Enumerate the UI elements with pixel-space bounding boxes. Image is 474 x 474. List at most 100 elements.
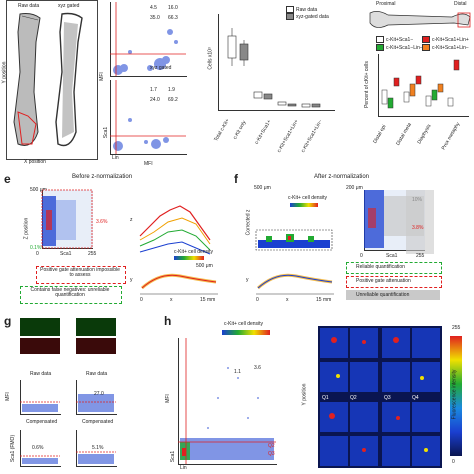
bone-percent-plot: [378, 54, 469, 117]
panel-g-pct2: 0.6%: [32, 445, 44, 451]
bone-diagram: [369, 11, 471, 28]
panel-f-note2-box: [346, 276, 442, 288]
panel-f-note3-box: [346, 290, 440, 300]
boxplot-boxes: [227, 28, 321, 108]
panel-h-scale-max: 255: [452, 325, 461, 331]
panel-g-scatter-1: [20, 401, 60, 412]
panel-g-micro-2: [20, 338, 60, 354]
flow-plot-top: [110, 2, 187, 77]
panel-e-scatter-dots: [41, 189, 93, 249]
bone-legend-0: c-Kit+Sca1−: [376, 36, 413, 43]
bone-cat-0: Distal epi: [372, 123, 388, 145]
panel-g-raw-2: Raw data: [86, 371, 108, 377]
mfi-x-label: MFI: [144, 161, 153, 167]
panel-f-corrected-z: Corrected z: [245, 209, 252, 236]
panel-e-x-label: x: [170, 297, 173, 303]
bone-legend-3: c-Kit+Sca1+Lin−: [422, 44, 469, 51]
panel-e-note1: Positive gate attenuation impossible to …: [40, 267, 120, 278]
panel-h-sca1: Sca1: [170, 450, 177, 463]
gate-top-right: 16.0: [168, 5, 178, 11]
panel-f-zero: 0: [360, 253, 363, 259]
bone-percent-boxes: [381, 59, 460, 109]
panel-g-mfi: MFI: [4, 392, 11, 401]
panel-h-q4-label: Q4: [412, 395, 419, 401]
panel-f-line-profile: [256, 273, 334, 295]
panel-h-scatter: [178, 338, 277, 465]
panel-h-mfi: MFI: [164, 394, 171, 403]
xyz-gated-label: xyz gated: [58, 3, 80, 9]
panel-e-density-surface: [139, 205, 211, 255]
panel-f-colorbar: [290, 203, 318, 207]
panel-f-note2: Positive gate attenuation: [356, 278, 411, 284]
bone-gated-image: [55, 12, 83, 147]
panel-h-density: c-Kit+ cell density: [224, 321, 264, 327]
boxplot-cat-2: c-Kit+Sca1+: [253, 118, 273, 146]
panel-e-scale: 500 μm: [196, 263, 213, 269]
panel-f-mm: 15 mm: [316, 297, 332, 303]
boxplot-legend-gated: xyz-gated data: [286, 13, 329, 20]
panel-f-end: 255: [416, 253, 425, 259]
panel-g-letter: g: [4, 314, 12, 328]
panel-f-note1: Reliable quantification: [356, 264, 405, 270]
panel-h-g3: Q3: [268, 451, 275, 457]
panel-h-letter: h: [164, 314, 172, 328]
panel-g-plot-3: [20, 430, 61, 467]
boxplot-ylabel: Cells x10³: [207, 47, 214, 70]
panel-e-zero: 0: [36, 251, 39, 257]
panel-f-y-label: y: [246, 277, 249, 283]
gate2-top-left: 1.7: [150, 87, 157, 93]
panel-f-size: 500 μm: [254, 185, 271, 191]
bone-legend-1: c-Kit+Sca1+Lin+: [422, 36, 469, 43]
panel-f-density-title: c-Kit+ cell density: [288, 195, 328, 201]
panel-e-size: 500 μm: [30, 187, 47, 193]
panel-g-plot-4: [76, 430, 117, 467]
panel-h-q2: 3.6: [254, 365, 261, 371]
panel-f-pct-small: 10%: [412, 197, 423, 203]
proximal-label: Proximal: [376, 1, 396, 7]
panel-h-q3-label: Q3: [384, 395, 391, 401]
gate2-bottom-left: 24.0: [150, 97, 160, 103]
panel-g-pct3: 5.1%: [92, 445, 104, 451]
bone-legend-2: c-Kit+Sca1−Lin−: [376, 44, 423, 51]
panel-e-zpos: Z position: [23, 217, 30, 240]
panel-f-x-label: x: [286, 297, 289, 303]
y-position-label: Y position: [1, 61, 8, 84]
flow-scatter-top: [110, 2, 186, 76]
panel-e-z-label: z: [130, 217, 133, 223]
panel-g-scatter-4: [76, 451, 116, 464]
panel-h-intensity-bar: [450, 336, 462, 456]
boxplot-cat-0: Total c-Kit+: [213, 117, 231, 143]
gate-top-left: 4.5: [150, 5, 157, 11]
panel-f-density-flat: [255, 229, 333, 251]
panel-g-plot-2: [76, 380, 117, 415]
panel-g-scatter-2: [76, 394, 116, 412]
distal-label: Distal: [454, 1, 467, 7]
panel-f-sca1: Sca1: [386, 253, 398, 259]
panel-g-comp-1: Compensated: [26, 419, 58, 425]
panel-h-scale-min: 0: [452, 459, 455, 465]
xyz-gated-plot-label: xyz gated: [150, 65, 172, 71]
panel-h-ypos: Y position: [301, 383, 308, 406]
flow-scatter-bottom: [110, 80, 186, 154]
panel-g-micro-1: [20, 318, 60, 336]
panel-f-x-zero: 0: [256, 297, 259, 303]
cells-boxplot: [218, 14, 335, 111]
panel-h-lin: Lin: [180, 465, 187, 471]
panel-g-scatter-3: [20, 455, 60, 464]
gate2-top-right: 1.9: [168, 87, 175, 93]
boxplot-cat-4: c-Kit+Sca1+Lin−: [300, 118, 324, 154]
panel-h-q1-label: Q1: [322, 395, 329, 401]
panel-e-colorbar: [174, 256, 204, 260]
gate-bottom-right: 66.3: [168, 15, 178, 21]
panel-e-pct: 3.6%: [96, 219, 108, 225]
panel-h-intensity: Fluorescence intensity: [451, 369, 458, 420]
panel-e-mm: 15 mm: [200, 297, 216, 303]
panel-e-title: Before z-normalization: [72, 174, 133, 180]
panel-e-note2: Contains false negatives: unreliable qua…: [30, 287, 110, 298]
x-position-label: X position: [24, 159, 46, 165]
panel-g-sca1-fmo: Sca1 (FMO): [10, 434, 17, 463]
panel-g-micro-4: [76, 338, 116, 354]
bone-cat-2: Diaphysis: [416, 123, 433, 146]
boxplot-cat-3: c-Kit+Sca1+Lin+: [276, 118, 300, 154]
panel-g-pct1: 27.0: [94, 391, 104, 397]
